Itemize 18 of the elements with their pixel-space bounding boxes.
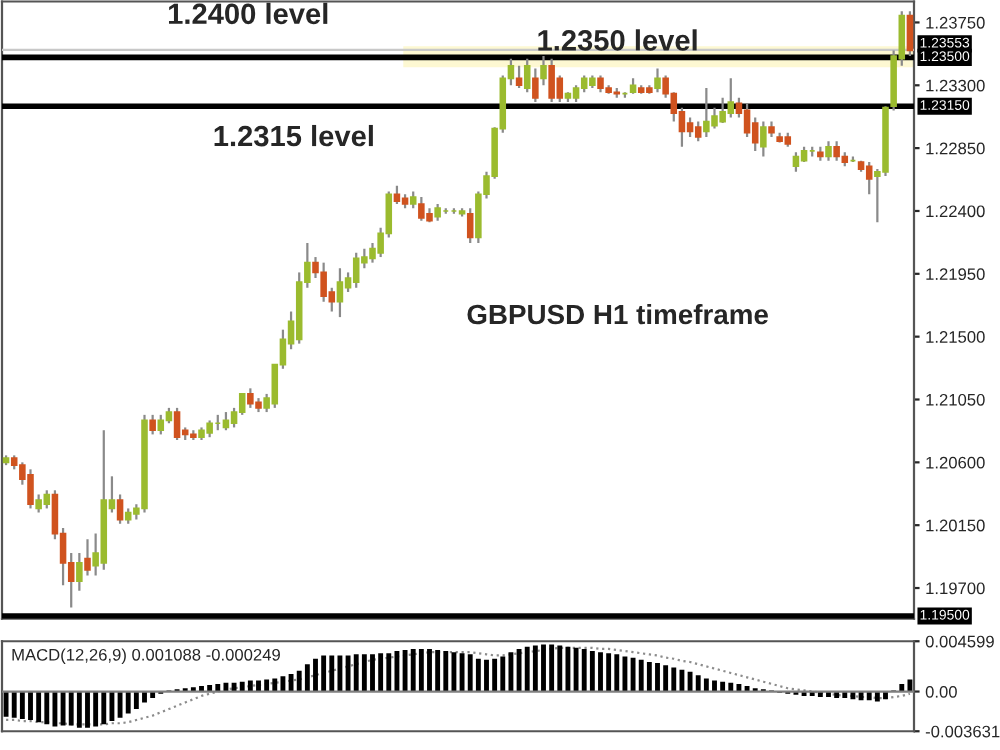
y-tick-label: 1.21950 — [926, 268, 985, 281]
annotation: 1.2400 level — [168, 2, 328, 25]
y-tick-label: 1.21500 — [926, 331, 985, 343]
annotation: 1.2315 level — [214, 124, 373, 147]
y-tick-label: 1.22400 — [926, 205, 985, 218]
annotation: 1.2350 level — [538, 29, 697, 51]
y-tick-label: 1.19700 — [926, 582, 985, 595]
y-tick-label: 1.21050 — [926, 393, 985, 406]
y-tick-label: 0.00 — [925, 685, 957, 698]
annotation: GBPUSD H1 timeframe — [467, 303, 768, 325]
annotation: MACD(12,26,9) 0.001088 -0.000249 — [12, 648, 280, 664]
y-tick-label: -0.003631 — [925, 725, 1000, 738]
y-tick-label: 1.20150 — [926, 519, 985, 532]
y-tick-label: 0.004599 — [925, 635, 994, 648]
y-tick-label: 1.23300 — [926, 79, 985, 92]
y-tick-label: 1.23750 — [926, 16, 985, 29]
y-tick-label: 1.22850 — [926, 142, 985, 155]
y-tick-label: 1.20600 — [926, 456, 985, 469]
